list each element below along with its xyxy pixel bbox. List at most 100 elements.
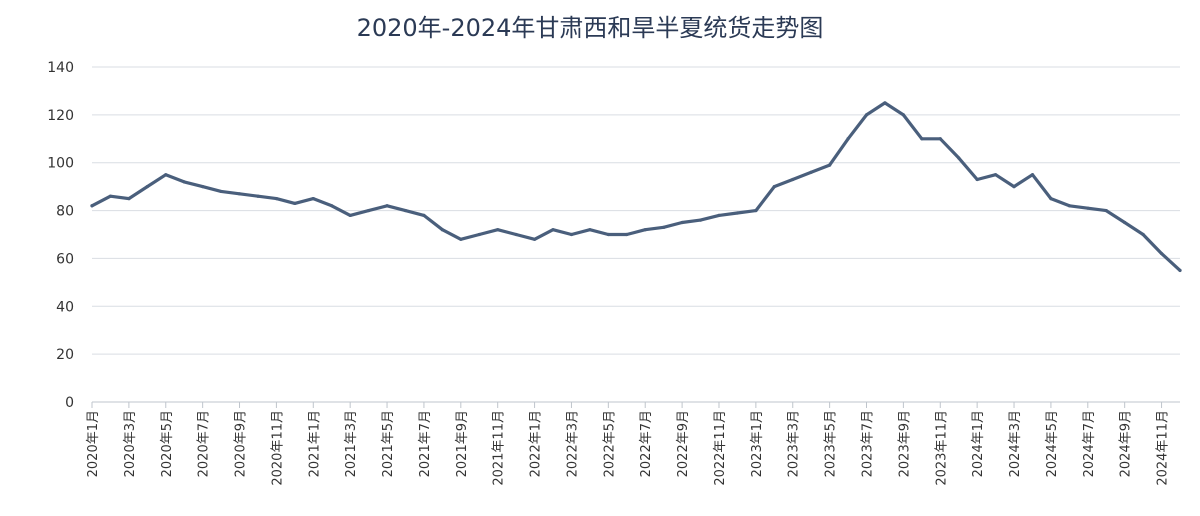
y-tick-label: 140: [47, 60, 74, 76]
x-tick-label: 2022年11月: [713, 410, 728, 486]
x-tick-label: 2023年9月: [897, 410, 912, 477]
data-point: [532, 237, 537, 241]
data-point: [1123, 220, 1127, 225]
data-point: [938, 137, 942, 141]
x-tick-label: 2022年1月: [529, 410, 544, 477]
x-tick-label: 2023年1月: [750, 410, 765, 477]
x-tick-label: 2021年11月: [492, 410, 507, 486]
data-point: [1178, 268, 1182, 272]
x-tick-label: 2020年3月: [123, 410, 138, 477]
x-tick-label: 2024年1月: [971, 410, 986, 477]
data-point: [606, 232, 610, 237]
y-tick-label: 120: [47, 108, 74, 124]
data-point: [108, 194, 113, 198]
data-point: [256, 194, 260, 198]
data-point: [680, 220, 684, 225]
data-point: [1086, 206, 1090, 210]
data-point: [754, 208, 758, 213]
y-tick-label: 80: [56, 204, 74, 220]
data-point: [459, 237, 463, 241]
data-point: [662, 225, 666, 229]
data-point: [496, 228, 500, 232]
y-tick-label: 60: [56, 251, 74, 267]
data-point: [274, 197, 279, 201]
y-tick-label: 100: [47, 156, 74, 172]
data-point: [588, 228, 592, 232]
series-layer: [90, 101, 1182, 272]
data-point: [1012, 185, 1016, 189]
series-line: [90, 101, 1182, 272]
data-point: [643, 228, 647, 232]
x-tick-label: 2023年5月: [824, 410, 839, 477]
x-tick-label: 2020年11月: [270, 410, 285, 486]
x-tick-label: 2022年3月: [565, 410, 580, 477]
data-point: [1104, 208, 1108, 213]
x-tick-label: 2023年7月: [861, 410, 876, 477]
data-point: [477, 232, 481, 237]
data-point: [957, 156, 961, 160]
data-point: [920, 137, 924, 141]
data-point: [367, 208, 371, 213]
x-tick-label: 2020年5月: [160, 410, 175, 477]
x-tick-label: 2024年11月: [1156, 410, 1171, 486]
chart-title: 2020年-2024年甘肃西和旱半夏统货走势图: [357, 14, 824, 42]
x-tick-label: 2024年7月: [1082, 410, 1097, 477]
data-point: [385, 204, 389, 208]
data-point: [440, 228, 444, 232]
y-tick-label: 40: [56, 299, 74, 315]
data-point: [182, 180, 186, 184]
x-tick-label: 2020年7月: [197, 410, 212, 477]
data-point: [403, 208, 408, 213]
x-tick-label: 2024年9月: [1119, 410, 1134, 477]
data-point: [975, 177, 979, 182]
data-point: [828, 163, 832, 167]
data-point: [514, 232, 518, 237]
data-point: [864, 113, 869, 117]
data-point: [219, 189, 223, 194]
data-point: [330, 204, 334, 208]
data-point: [551, 228, 555, 232]
x-tick-label: 2021年9月: [455, 410, 470, 477]
grid-lines: [92, 66, 1180, 355]
data-point: [1067, 204, 1071, 208]
data-point: [809, 170, 813, 174]
data-point: [237, 192, 242, 196]
data-point: [717, 213, 721, 217]
x-tick-label: 2022年5月: [602, 410, 617, 477]
data-point: [625, 232, 629, 237]
data-point: [993, 173, 998, 177]
data-point: [901, 113, 905, 117]
x-tick-label: 2020年1月: [86, 410, 101, 477]
x-tick-label: 2024年5月: [1045, 410, 1060, 477]
data-point: [735, 211, 740, 215]
x-axis-ticks: 2020年1月 2020年3月 2020年5月 2020年7月 2020年9月 2020年…: [86, 402, 1171, 486]
x-tick-label: 2021年7月: [418, 410, 433, 477]
data-point: [293, 201, 297, 205]
data-point: [772, 185, 776, 189]
x-tick-label: 2023年3月: [787, 410, 802, 477]
y-tick-label: 0: [65, 395, 74, 411]
data-point: [791, 177, 795, 182]
data-point: [90, 204, 94, 208]
data-point: [145, 185, 149, 189]
y-axis-ticks: 0 20 40 60 80 100 120 140: [47, 60, 74, 411]
x-tick-label: 2020年9月: [234, 410, 249, 477]
x-tick-label: 2023年11月: [934, 410, 949, 486]
data-point: [127, 197, 131, 201]
data-point: [569, 232, 574, 237]
data-point: [164, 173, 168, 177]
data-point: [311, 197, 315, 201]
x-tick-label: 2022年7月: [639, 410, 654, 477]
data-point: [1159, 252, 1164, 256]
data-point: [1049, 197, 1053, 201]
x-tick-label: 2021年3月: [344, 410, 359, 477]
data-point: [1030, 173, 1035, 177]
data-point: [846, 137, 850, 141]
x-tick-label: 2022年9月: [676, 410, 691, 477]
x-tick-label: 2021年5月: [381, 410, 396, 477]
data-point: [422, 213, 426, 217]
data-point: [1141, 232, 1145, 237]
x-tick-label: 2021年1月: [307, 410, 322, 477]
